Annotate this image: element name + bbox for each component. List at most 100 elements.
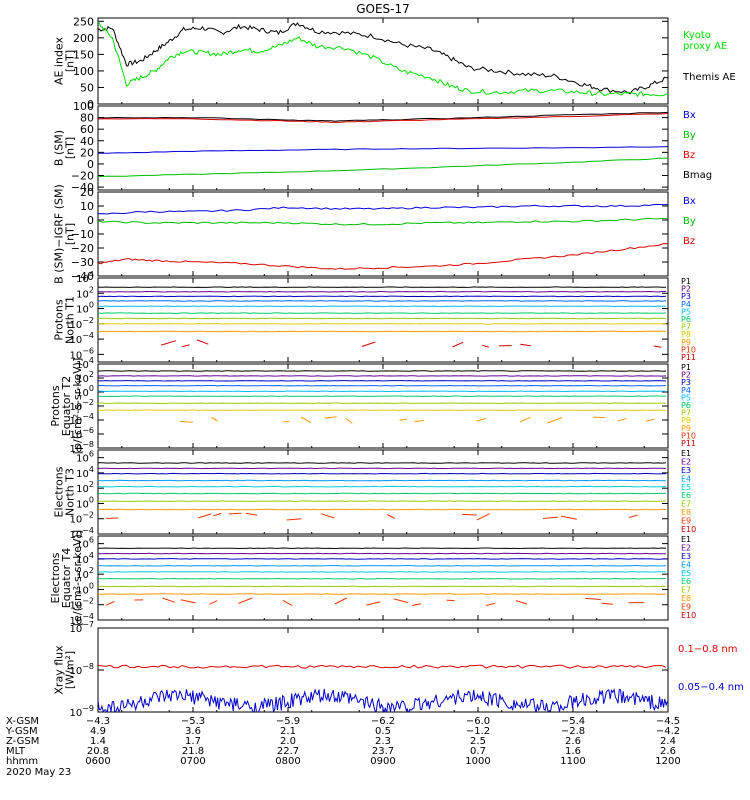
legend-entry: P2 <box>681 285 691 294</box>
y-axis-label: AE index <box>53 36 66 85</box>
legend-entry: P3 <box>681 292 691 301</box>
series-line <box>98 664 667 669</box>
y-tick-label: 10−2 <box>69 398 94 413</box>
orbit-value: −4.2 <box>656 726 680 737</box>
y-tick-label: −20 <box>71 170 94 183</box>
y-tick-label: 106 <box>76 536 94 551</box>
legend-entry: E7 <box>681 500 691 509</box>
orbit-row-label: X-GSM <box>6 716 39 727</box>
series-group <box>98 664 668 712</box>
y-tick-label: 102 <box>76 566 94 581</box>
series-group <box>98 547 667 606</box>
series-line <box>98 462 667 464</box>
y-axis-label: [nT] <box>64 50 77 72</box>
legend-entry: P4 <box>681 300 691 309</box>
y-tick-label: 100 <box>76 495 94 510</box>
series-segment <box>462 513 477 516</box>
y-axis-label: [W/m²] <box>64 651 77 689</box>
legend-entry: E4 <box>681 474 691 483</box>
series-segment <box>345 418 353 424</box>
series-segment <box>209 600 218 605</box>
series-group <box>98 286 667 348</box>
y-tick-label: −40 <box>71 270 94 283</box>
series-segment <box>617 417 627 422</box>
legend-entry: P6 <box>681 401 691 410</box>
series-line <box>98 552 667 555</box>
y-axis-label: B (SM)−IGRF (SM) <box>53 184 66 284</box>
legend-entry: proxy AE <box>683 41 727 52</box>
series-segment <box>520 343 531 347</box>
y-tick-label: 0 <box>87 98 94 111</box>
y-tick-label: 40 <box>80 135 94 148</box>
panel-frame <box>97 277 669 363</box>
series-segment <box>585 597 601 600</box>
orbit-value: 2.1 <box>280 726 296 737</box>
y-tick-label: 250 <box>73 15 94 28</box>
y-tick-label: 10−9 <box>69 704 94 719</box>
legend-entry: P5 <box>681 393 691 402</box>
y-tick-label: 20 <box>80 146 94 159</box>
series-group <box>98 462 667 521</box>
y-tick-label: 102 <box>76 285 94 300</box>
legend-entry: E6 <box>681 577 691 586</box>
series-segment <box>196 339 209 345</box>
series-segment <box>653 345 662 348</box>
legend-entry: P2 <box>681 371 691 380</box>
series-line <box>98 577 667 580</box>
series-segment <box>629 514 638 518</box>
legend-entry: E1 <box>681 535 691 544</box>
series-segment <box>211 416 218 422</box>
y-tick-label: 102 <box>76 370 94 385</box>
series-line <box>98 492 666 495</box>
series-line <box>98 585 667 588</box>
legend-entry: Bmag <box>683 170 712 181</box>
legend-entry: P1 <box>681 277 691 286</box>
y-axis-label: Protons <box>49 385 62 426</box>
y-tick-label: 100 <box>76 301 94 316</box>
orbit-value: −5.4 <box>561 716 585 727</box>
legend-entry: E3 <box>681 552 691 561</box>
y-axis-label: Protons <box>53 299 66 340</box>
series-line <box>98 295 667 298</box>
orbit-value: 22.7 <box>277 746 299 757</box>
series-segment <box>334 597 347 605</box>
series-line <box>98 290 666 293</box>
legend-entry: P7 <box>681 409 691 418</box>
orbit-value: 21.8 <box>182 746 204 757</box>
series-line <box>98 547 667 550</box>
series-line <box>98 508 666 511</box>
legend-entry: E8 <box>681 508 691 517</box>
series-segment <box>452 341 464 348</box>
series-segment <box>282 599 293 606</box>
series-line <box>98 467 667 470</box>
orbit-value: 2.6 <box>660 746 676 757</box>
series-line <box>98 330 667 333</box>
series-segment <box>180 599 196 604</box>
series-segment <box>366 601 381 606</box>
orbit-value: −5.9 <box>276 716 300 727</box>
series-line <box>98 564 667 567</box>
legend-entry: P9 <box>681 424 691 433</box>
orbit-value: 4.9 <box>90 726 106 737</box>
series-segment <box>180 421 194 423</box>
y-tick-label: −10 <box>71 228 94 241</box>
series-line <box>98 146 668 154</box>
orbit-value: 0900 <box>370 756 395 767</box>
legend-entry: By <box>683 130 696 141</box>
orbit-value: 2.4 <box>660 736 676 747</box>
legend-entry: E7 <box>681 586 691 595</box>
series-segment <box>198 513 212 519</box>
date-label: 2020 May 23 <box>6 767 71 778</box>
legend-entry: By <box>683 216 696 227</box>
y-tick-label: 100 <box>73 100 94 113</box>
legend-entry: E9 <box>681 603 691 612</box>
legend-entry: P10 <box>681 345 696 354</box>
y-tick-label: 10−8 <box>69 440 94 455</box>
orbit-row-label: Y-GSM <box>5 726 38 737</box>
y-tick-label: 10−4 <box>69 331 94 346</box>
series-segment <box>181 344 190 348</box>
